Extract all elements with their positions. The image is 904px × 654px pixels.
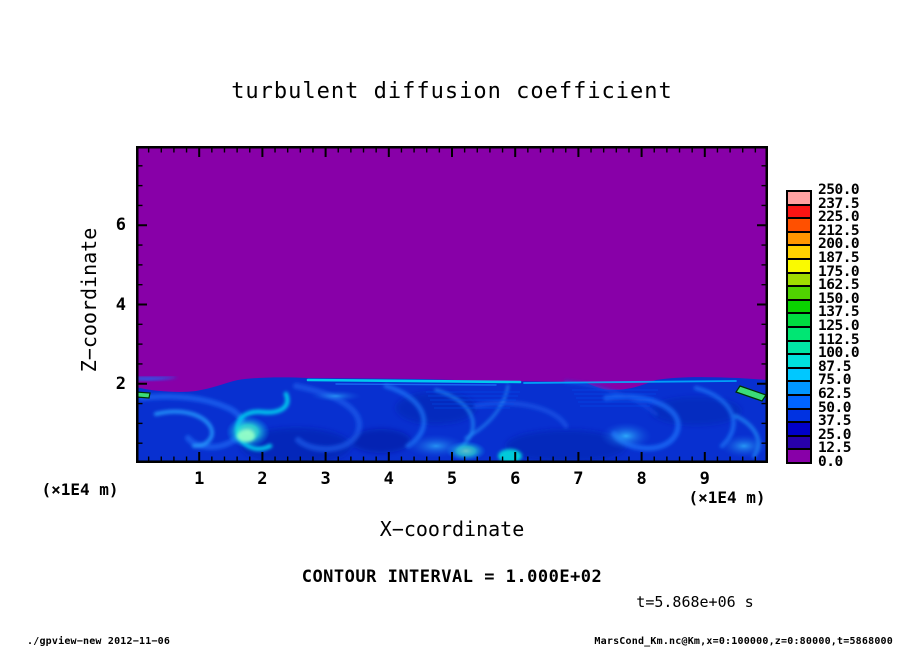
x-tick-label: 1 xyxy=(194,469,205,489)
colorbar-tick-label: 0.0 xyxy=(818,454,843,470)
colorbar-tick-label: 225.0 xyxy=(818,209,860,226)
colorbar-cell xyxy=(786,448,812,464)
colorbar-tick-label: 250.0 xyxy=(818,182,860,198)
x-tick-label: 7 xyxy=(573,469,584,489)
x-unit-label-right: (×1E4 m) xyxy=(688,488,766,507)
x-unit-label-left: (×1E4 m) xyxy=(41,480,119,499)
plot-area xyxy=(136,146,768,463)
y-tick-label: 4 xyxy=(115,294,126,315)
shear-streaks xyxy=(306,378,737,386)
plot-frame xyxy=(136,146,768,463)
x-tick-label: 9 xyxy=(699,469,710,489)
colorbar-tick-label: 112.5 xyxy=(818,331,860,348)
colorbar-tick-label: 162.5 xyxy=(818,277,860,294)
colorbar xyxy=(786,190,812,464)
colorbar-tick-label: 50.0 xyxy=(818,399,851,416)
x-axis-label: X−coordinate xyxy=(379,517,525,541)
colorbar-tick-label: 12.5 xyxy=(818,440,851,457)
x-tick-label: 6 xyxy=(510,469,521,489)
x-tick-label: 5 xyxy=(446,469,458,489)
colorbar-tick-label: 150.0 xyxy=(818,290,860,307)
y-tick-label: 6 xyxy=(115,215,126,236)
x-tick-label: 2 xyxy=(257,469,268,489)
colorbar-tick-label: 175.0 xyxy=(818,263,860,280)
boundary-sliver xyxy=(136,377,178,381)
colorbar-tick-label: 212.5 xyxy=(818,222,860,239)
colorbar-tick-label: 62.5 xyxy=(818,386,851,402)
colorbar-tick-label: 75.0 xyxy=(818,372,851,389)
colorbar-tick-label: 200.0 xyxy=(818,236,860,253)
colorbar-tick-label: 187.5 xyxy=(818,250,860,266)
x-tick-label: 8 xyxy=(636,469,647,489)
colorbar-tick-label: 25.0 xyxy=(818,426,851,443)
green-feature-right xyxy=(735,385,767,402)
chart-title: turbulent diffusion coefficient xyxy=(231,79,673,104)
y-tick-label: 2 xyxy=(115,373,126,394)
time-annotation: t=5.868e+06 s xyxy=(636,593,754,611)
footer-data-source-stamp: MarsCond_Km.nc@Km,x=0:100000,z=0:80000,t… xyxy=(594,636,893,647)
colorbar-tick-label: 137.5 xyxy=(818,304,860,321)
colorbar-tick-label: 237.5 xyxy=(818,195,860,212)
cyan-blooms xyxy=(226,390,768,463)
x-tick-label: 4 xyxy=(383,469,394,489)
heatmap-canvas xyxy=(136,146,768,463)
striation-lines xyxy=(426,389,658,409)
x-tick-label: 3 xyxy=(320,469,331,489)
green-feature-left xyxy=(136,391,151,399)
colorbar-tick-label: 37.5 xyxy=(818,413,851,430)
colorbar-tick-label: 100.0 xyxy=(818,345,860,362)
colorbar-tick-label: 125.0 xyxy=(818,318,860,334)
contour-interval-note: CONTOUR INTERVAL = 1.000E+02 xyxy=(301,567,603,587)
axis-ticks xyxy=(138,148,766,461)
colorbar-tick-label: 87.5 xyxy=(818,358,851,375)
footer-program-stamp: ./gpview−new 2012−11−06 xyxy=(27,636,171,647)
